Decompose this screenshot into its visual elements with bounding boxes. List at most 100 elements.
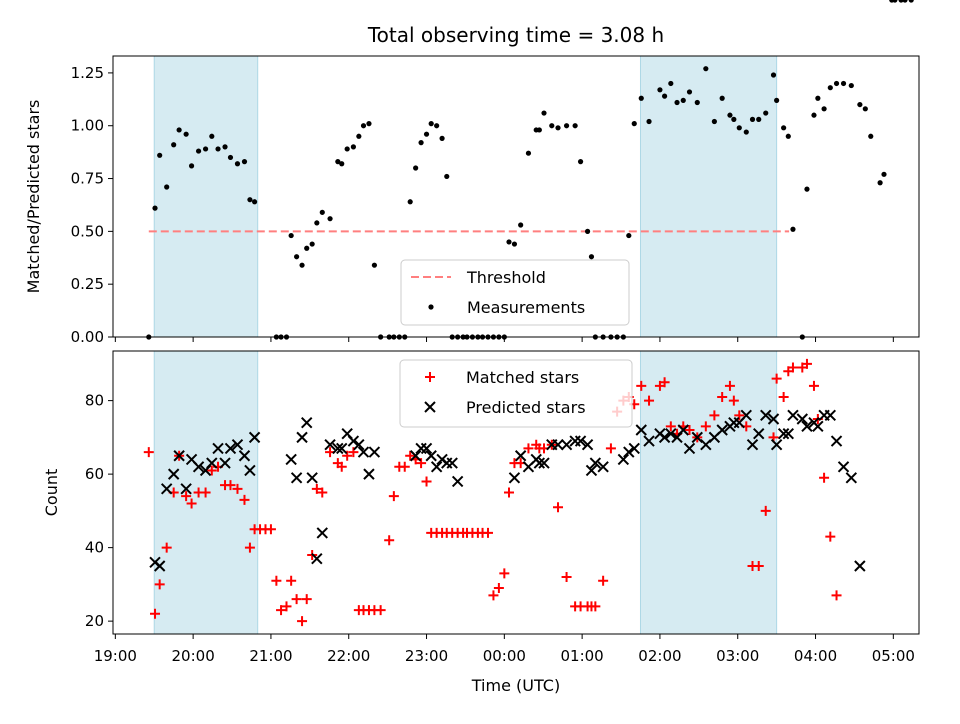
measurement-point (892, 0, 898, 3)
predicted-star-point (332, 442, 344, 455)
measurement-point (811, 112, 817, 118)
measurement-point (694, 99, 700, 106)
predicted-star-point (812, 420, 824, 433)
x-tick-label: 03:00 (716, 647, 759, 665)
measurement-point (857, 101, 863, 108)
matched-star-point (416, 458, 427, 469)
measurement-point (319, 209, 325, 215)
measurement-point (549, 123, 555, 129)
predicted-star-point (248, 431, 261, 444)
matched-star-point (301, 594, 312, 605)
predicted-star-point (285, 453, 297, 466)
predicted-star-point (336, 442, 348, 455)
predicted-star-point (824, 409, 837, 422)
measurement-point (877, 180, 883, 186)
predicted-star-point (324, 439, 336, 451)
matched-star-point (311, 483, 322, 494)
predicted-star-point (845, 472, 858, 484)
predicted-star-point (167, 468, 180, 480)
measurement-point (428, 121, 434, 127)
matched-star-point (787, 362, 798, 373)
measurement-point (736, 125, 742, 131)
matched-star-point (684, 425, 695, 436)
x-tick-label: 19:00 (94, 647, 137, 665)
matched-star-point (636, 380, 647, 391)
matched-star-point (286, 575, 297, 586)
measurement-point (222, 144, 228, 150)
matched-star-point (819, 472, 830, 483)
x-tick-label: 04:00 (794, 647, 837, 665)
predicted-star-point (306, 472, 318, 484)
measurement-point (703, 66, 709, 72)
predicted-star-point (420, 442, 433, 455)
measurement-point (848, 82, 854, 89)
predicted-star-point (753, 427, 765, 440)
measurement-point (898, 0, 904, 3)
predicted-star-point (560, 439, 573, 451)
matched-star-point (760, 505, 771, 516)
matched-star-point (281, 601, 292, 612)
matched-star-point (265, 524, 276, 535)
matched-star-point (717, 391, 728, 402)
measurement-point (251, 199, 258, 205)
predicted-star-point (219, 457, 231, 469)
matched-star-point (561, 572, 572, 583)
matched-star-point (808, 380, 819, 391)
measurement-point (686, 89, 693, 95)
measurement-point (674, 99, 680, 106)
predicted-star-point (589, 457, 602, 469)
matched-star-point (831, 590, 842, 601)
measurement-point (631, 121, 637, 127)
matched-star-point (825, 531, 836, 542)
measurement-point (304, 245, 310, 251)
x-tick-label: 00:00 (483, 647, 526, 665)
matched-star-point (421, 476, 432, 487)
predicted-star-point (770, 439, 783, 451)
measurement-point (413, 165, 419, 171)
matched-star-point (232, 483, 243, 494)
axes-frame (112, 350, 920, 635)
measurement-point (227, 154, 234, 161)
measurement-point (804, 186, 810, 192)
y-tick-label: 0.75 (71, 170, 104, 188)
measurement-point (350, 144, 356, 150)
y-tick-label: 0.25 (71, 275, 104, 293)
matched-star-point (161, 542, 172, 553)
x-tick-label: 22:00 (327, 647, 370, 665)
measurement-point (657, 87, 663, 93)
measurement-point (176, 127, 182, 133)
matched-star-point (143, 447, 154, 458)
y-tick-label: 1.00 (71, 117, 104, 135)
x-tick-label: 02:00 (638, 647, 681, 665)
predicted-star-point (635, 424, 647, 436)
y-axis-label: Count (42, 469, 61, 517)
measurement-point (815, 95, 821, 101)
predicted-star-point (830, 435, 843, 447)
measurement-point (171, 142, 177, 148)
predicted-star-point (628, 442, 640, 455)
measurement-point (506, 239, 512, 245)
y-tick-label: 0.00 (71, 328, 104, 346)
matched-star-point (499, 568, 510, 579)
predicted-star-point (801, 420, 813, 433)
chart-title: Total observing time = 3.08 h (367, 23, 664, 47)
matched-star-point (399, 461, 410, 472)
matched-star-point (771, 373, 782, 384)
matched-star-point (700, 421, 711, 432)
predicted-star-point (347, 435, 360, 447)
measurement-point (157, 152, 163, 158)
matched-star-point (598, 575, 609, 586)
measurement-point (434, 123, 440, 129)
measurement-point (840, 80, 847, 87)
y-tick-label: 20 (85, 612, 104, 630)
measurement-point (299, 262, 305, 268)
measurement-point (555, 125, 561, 131)
predicted-star-point (538, 457, 550, 469)
measurement-point (209, 133, 215, 139)
measurement-point (661, 93, 668, 99)
matched-star-point (154, 579, 165, 590)
measurement-point (152, 205, 158, 211)
measurement-point (577, 159, 584, 165)
measurement-point (344, 146, 350, 152)
legend-predicted-swatch (424, 401, 436, 413)
